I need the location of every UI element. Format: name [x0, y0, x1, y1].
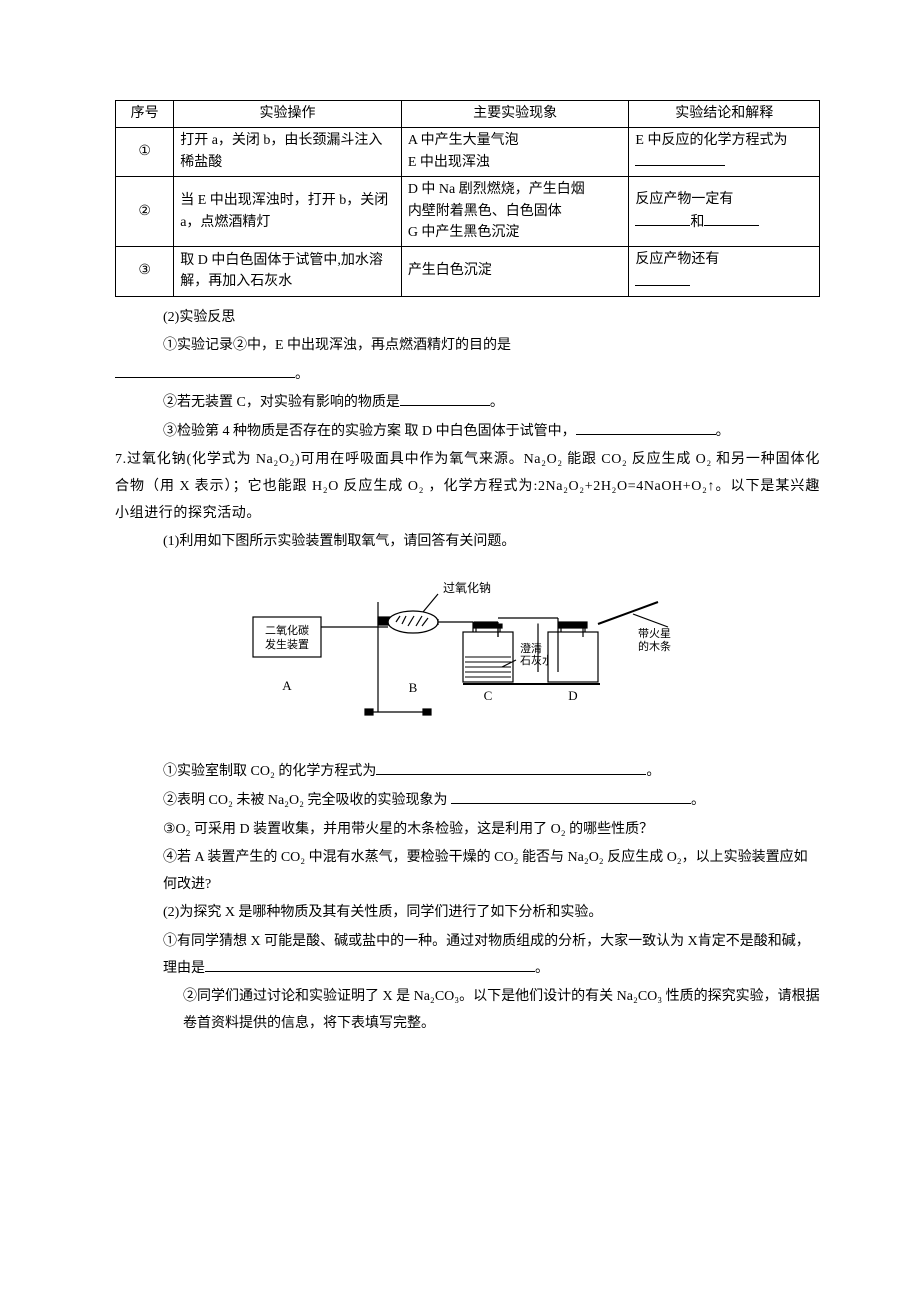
th-op: 实验操作: [174, 101, 402, 128]
table-row: ② 当 E 中出现浑浊时，打开 b，关闭 a，点燃酒精灯 D 中 Na 剧烈燃烧…: [116, 177, 820, 247]
blank: [704, 211, 759, 226]
th-con: 实验结论和解释: [629, 101, 820, 128]
label-lime1: 澄清: [520, 641, 542, 655]
cell-ph-3: 产生白色沉淀: [401, 247, 629, 296]
ph-line: G 中产生黑色沉淀: [408, 225, 520, 240]
ph-line: 内壁附着黑色、白色固体: [408, 204, 562, 219]
reflect-3: ③检验第 4 种物质是否存在的实验方案 取 D 中白色固体于试管中， 。: [115, 419, 820, 446]
reflect-1: ①实验记录②中，E 中出现浑浊，再点燃酒精灯的目的是: [115, 333, 820, 360]
q7-s11-text: ①实验室制取 CO₂ 的化学方程式为: [163, 764, 376, 779]
reflect-1-text: ①实验记录②中，E 中出现浑浊，再点燃酒精灯的目的是: [163, 338, 511, 353]
cell-ph-2: D 中 Na 剧烈燃烧，产生白烟 内壁附着黑色、白色固体 G 中产生黑色沉淀: [401, 177, 629, 247]
q7-s14: ④若 A 装置产生的 CO₂ 中混有水蒸气，要检验干燥的 CO₂ 能否与 Na₂…: [115, 845, 820, 898]
reflect-title: (2)实验反思: [115, 305, 820, 332]
cell-con-1: E 中反应的化学方程式为: [629, 127, 820, 176]
q7-s12-text: ②表明 CO₂ 未被 Na₂O₂ 完全吸收的实验现象为: [163, 793, 451, 808]
cell-con-3: 反应产物还有: [629, 247, 820, 296]
q7-p2: (2)为探究 X 是哪种物质及其有关性质，同学们进行了如下分析和实验。: [115, 900, 820, 927]
blank: [576, 420, 716, 435]
blank: [376, 760, 646, 775]
table-row: ① 打开 a，关闭 b，由长颈漏斗注入稀盐酸 A 中产生大量气泡 E 中出现浑浊…: [116, 127, 820, 176]
q7-p1: (1)利用如下图所示实验装置制取氧气，请回答有关问题。: [115, 529, 820, 556]
table-row: ③ 取 D 中白色固体于试管中,加水溶解，再加入石灰水 产生白色沉淀 反应产物还…: [116, 247, 820, 296]
blank: [115, 363, 295, 378]
label-gen2: 发生装置: [265, 637, 309, 651]
cell-con-2: 反应产物一定有 和: [629, 177, 820, 247]
ph-line: E 中出现浑浊: [408, 155, 490, 170]
con-mid: 和: [690, 215, 704, 230]
label-wood1: 带火星: [638, 627, 671, 640]
apparatus-diagram: 二氧化碳 发生装置 A 过氧化钠 B: [115, 566, 820, 744]
blank: [400, 391, 490, 406]
period: 。: [295, 367, 309, 382]
con-text: 反应产物一定有: [635, 192, 733, 207]
q7-s21: ①有同学猜想 X 可能是酸、碱或盐中的一种。通过对物质组成的分析，大家一致认为 …: [115, 929, 820, 982]
blank: [635, 211, 690, 226]
label-wood2: 的木条: [638, 639, 671, 653]
cell-op-3: 取 D 中白色固体于试管中,加水溶解，再加入石灰水: [174, 247, 402, 296]
blank: [635, 271, 690, 286]
ph-line: A 中产生大量气泡: [408, 133, 519, 148]
label-C: C: [483, 688, 492, 703]
con-text: 反应产物还有: [635, 252, 719, 267]
cell-seq-2: ②: [116, 177, 174, 247]
table-header-row: 序号 实验操作 主要实验现象 实验结论和解释: [116, 101, 820, 128]
cell-op-2: 当 E 中出现浑浊时，打开 b，关闭 a，点燃酒精灯: [174, 177, 402, 247]
reflect-2-text: ②若无装置 C，对实验有影响的物质是: [163, 395, 400, 410]
experiment-table: 序号 实验操作 主要实验现象 实验结论和解释 ① 打开 a，关闭 b，由长颈漏斗…: [115, 100, 820, 297]
cell-op-1: 打开 a，关闭 b，由长颈漏斗注入稀盐酸: [174, 127, 402, 176]
period: 。: [646, 764, 660, 779]
label-nap: 过氧化钠: [443, 580, 491, 595]
q7-s22: ②同学们通过讨论和实验证明了 X 是 Na₂CO₃。以下是他们设计的有关 Na₂…: [115, 984, 820, 1037]
period: 。: [691, 793, 705, 808]
blank: [635, 151, 725, 166]
q7-s13: ③O₂ 可采用 D 装置收集，并用带火星的木条检验，这是利用了 O₂ 的哪些性质…: [115, 817, 820, 844]
th-seq: 序号: [116, 101, 174, 128]
reflect-1b: 。: [115, 362, 820, 389]
con-text: E 中反应的化学方程式为: [635, 133, 787, 148]
period: 。: [535, 961, 549, 976]
blank: [205, 957, 535, 972]
ph-line: D 中 Na 剧烈燃烧，产生白烟: [408, 182, 585, 197]
blank: [451, 789, 691, 804]
th-ph: 主要实验现象: [401, 101, 629, 128]
reflect-3-text: ③检验第 4 种物质是否存在的实验方案 取 D 中白色固体于试管中，: [163, 424, 576, 439]
label-gen: 二氧化碳: [265, 623, 309, 637]
q7-intro: 7.过氧化钠(化学式为 Na₂O₂)可用在呼吸面具中作为氧气来源。Na₂O₂ 能…: [115, 447, 820, 527]
reflect-2: ②若无装置 C，对实验有影响的物质是 。: [115, 390, 820, 417]
cell-seq-1: ①: [116, 127, 174, 176]
cell-ph-1: A 中产生大量气泡 E 中出现浑浊: [401, 127, 629, 176]
q7-s11: ①实验室制取 CO₂ 的化学方程式为 。: [115, 759, 820, 786]
label-D: D: [568, 688, 577, 703]
apparatus-svg: 二氧化碳 发生装置 A 过氧化钠 B: [238, 572, 698, 727]
label-A: A: [282, 678, 292, 693]
cell-seq-3: ③: [116, 247, 174, 296]
q7-s12: ②表明 CO₂ 未被 Na₂O₂ 完全吸收的实验现象为 。: [115, 788, 820, 815]
period: 。: [716, 424, 730, 439]
label-B: B: [408, 680, 417, 695]
period: 。: [490, 395, 504, 410]
